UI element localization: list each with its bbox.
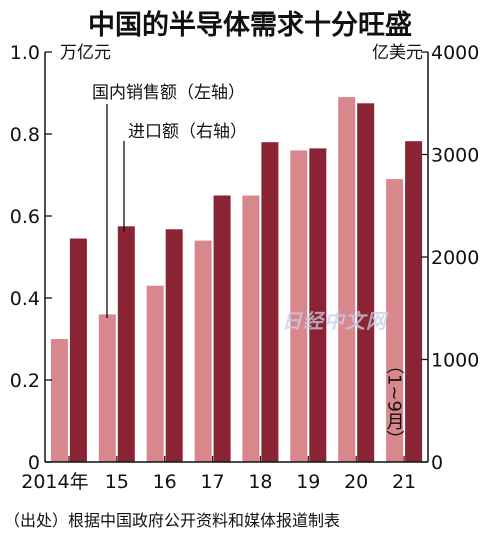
left-axis-ticks: 0 0.2 0.4 0.6 0.8 1.0 (10, 42, 52, 474)
bar-domestic-6 (338, 97, 356, 462)
left-tick-label-2: 0.4 (10, 288, 40, 310)
bar-domestic-2 (146, 285, 164, 462)
x-tick-label-0: 2014年 (21, 471, 88, 493)
left-tick-label-4: 0.8 (10, 124, 40, 146)
legend-label-import: 进口额（右轴） (128, 122, 247, 142)
x-tick-label-6: 20 (344, 471, 368, 493)
bar-domestic-3 (194, 240, 212, 462)
right-tick-label-1: 1000 (431, 350, 479, 372)
bar-import-6 (357, 103, 375, 463)
bar-domestic-7 (386, 179, 404, 462)
bars-group (50, 97, 423, 463)
bar-import-0 (69, 238, 87, 462)
right-tick-label-0: 0 (431, 452, 443, 474)
bar-domestic-5 (290, 150, 308, 462)
right-tick-label-3: 3000 (431, 145, 479, 167)
right-axis-unit: 亿美元 (372, 43, 423, 63)
x-axis-ticks: 2014年 15 16 17 18 19 20 21 (21, 456, 416, 493)
x-tick-label-7: 21 (392, 471, 416, 493)
left-tick-label-0: 0 (28, 452, 40, 474)
left-tick-label-1: 0.2 (10, 370, 40, 392)
bar-import-7 (405, 141, 423, 462)
x-tick-label-4: 18 (248, 471, 272, 493)
period-note: （1~9月） (384, 356, 405, 448)
bar-import-2 (165, 229, 183, 462)
x-tick-label-2: 16 (153, 471, 177, 493)
source-note: （出处）根据中国政府公开资料和媒体报道制表 (4, 511, 340, 530)
bar-domestic-1 (98, 314, 116, 462)
right-tick-label-4: 4000 (431, 42, 479, 64)
right-axis-ticks: 0 1000 2000 3000 4000 (421, 42, 479, 474)
x-tick-label-3: 17 (200, 471, 224, 493)
bar-import-3 (213, 195, 231, 462)
x-tick-label-5: 19 (296, 471, 320, 493)
watermark-logo: 日经中文网 (282, 309, 389, 333)
bar-domestic-4 (242, 195, 260, 462)
x-tick-label-1: 15 (105, 471, 129, 493)
left-tick-label-3: 0.6 (10, 206, 40, 228)
legend-label-domestic: 国内销售额（左轴） (92, 83, 245, 103)
bar-domestic-0 (50, 339, 68, 462)
chart-title: 中国的半导体需求十分旺盛 (88, 9, 412, 41)
right-tick-label-2: 2000 (431, 247, 479, 269)
bar-import-1 (117, 226, 135, 462)
left-tick-label-5: 1.0 (10, 42, 40, 64)
bar-import-4 (261, 142, 279, 462)
left-axis-unit: 万亿元 (60, 43, 111, 63)
bar-import-5 (309, 148, 327, 462)
